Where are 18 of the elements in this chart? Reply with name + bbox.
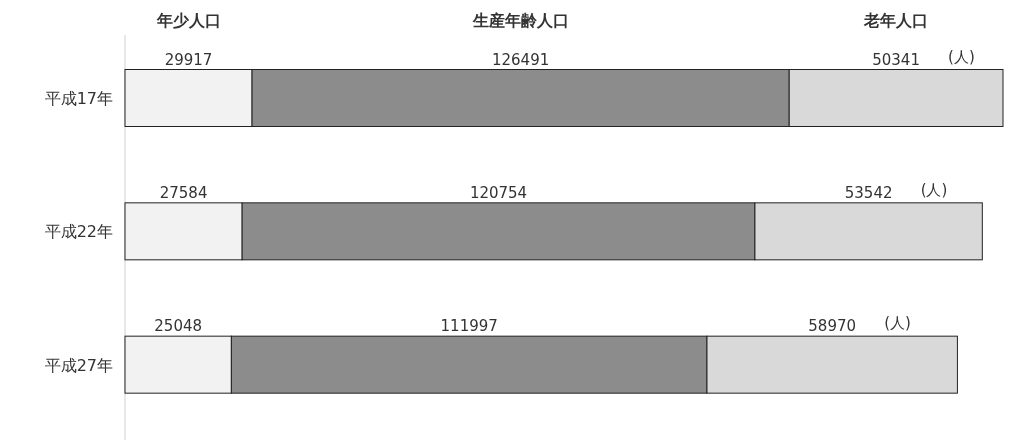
y-tick-label: 平成17年 xyxy=(44,89,113,108)
text: 生産年齢人口 xyxy=(471,11,569,30)
y-tick-label: 平成27年 xyxy=(44,355,113,375)
annotation: (人) xyxy=(884,314,911,333)
data-label: 29917 xyxy=(164,50,213,69)
text: 老年人口 xyxy=(863,11,929,30)
data-label: 25048 xyxy=(154,317,203,336)
data-label: 111997 xyxy=(440,317,498,336)
data-label: 53542 xyxy=(844,183,893,202)
data-label: 27584 xyxy=(159,183,208,202)
data-label: 50341 xyxy=(872,50,920,69)
data-label: 126491 xyxy=(492,50,550,69)
annotation: (人) xyxy=(948,47,975,66)
y-tick-label: 平成22年 xyxy=(44,222,113,242)
data-label: 58970 xyxy=(808,317,857,336)
annotation: (人) xyxy=(920,180,948,199)
text: 年少人口 xyxy=(155,11,221,30)
data-label: 120754 xyxy=(469,183,528,202)
